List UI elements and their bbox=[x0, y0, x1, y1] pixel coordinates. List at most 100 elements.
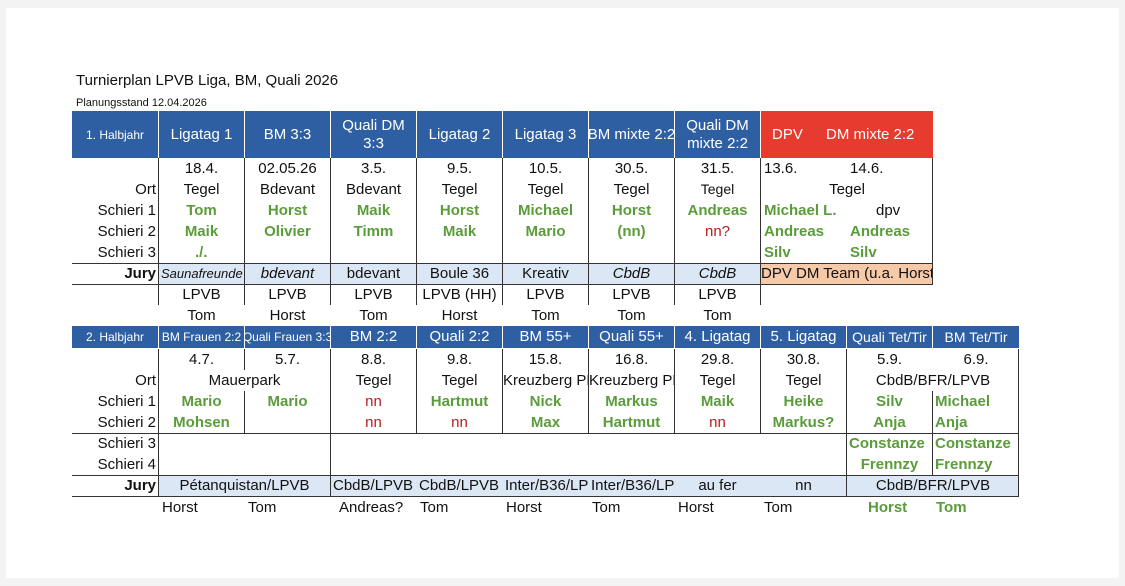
h1-schieri2: Olivier bbox=[264, 223, 311, 240]
h1-schieri1: Michael L. bbox=[764, 202, 837, 219]
h2-jury-bg bbox=[159, 476, 1019, 496]
h1-extra1: LPVB bbox=[698, 286, 737, 303]
grid-line bbox=[72, 496, 1019, 497]
h2-schieri1: Nick bbox=[529, 393, 562, 410]
h2-date: 8.8. bbox=[360, 351, 387, 368]
h1-schieri2: Timm bbox=[353, 223, 394, 240]
h2-extra: Horst bbox=[678, 499, 714, 516]
h1-schieri2-label: Schieri 2 bbox=[97, 223, 156, 240]
h2-schieri1: Hartmut bbox=[430, 393, 489, 410]
h1-ort: Bdevant bbox=[345, 181, 402, 198]
h1-date: 3.5. bbox=[360, 160, 387, 177]
h2-jury: Pétanquistan/LPVB bbox=[179, 477, 310, 494]
h1-ort: Tegel bbox=[183, 181, 220, 198]
grid-line bbox=[846, 349, 847, 496]
h2-date: 5.9. bbox=[876, 351, 903, 368]
h2-jury: au fer bbox=[698, 477, 737, 494]
h2-schieri4-label: Schieri 4 bbox=[97, 456, 156, 473]
h2-extra: Tom bbox=[248, 499, 277, 516]
grid-line bbox=[416, 158, 417, 305]
h2-schieri1-label: Schieri 1 bbox=[97, 393, 156, 410]
h1-ort: Tegel bbox=[700, 181, 735, 197]
h1-jury: CbdB bbox=[612, 265, 651, 282]
h2-schieri1: nn bbox=[365, 393, 382, 410]
h1-schieri3-label: Schieri 3 bbox=[97, 244, 156, 261]
h1-schieri2: Andreas bbox=[850, 223, 911, 240]
h2-jury: CbdB/LPVB bbox=[419, 477, 500, 494]
h2-jury: nn bbox=[795, 477, 812, 494]
h1-header-quali-dm-mixte: Quali DM mixte 2:2 bbox=[675, 111, 760, 158]
h1-date: 13.6. bbox=[764, 160, 798, 177]
h1-schieri2: Maik bbox=[184, 223, 219, 240]
h2-schieri1: Heike bbox=[783, 393, 824, 410]
h1-label: 1. Halbjahr bbox=[72, 111, 158, 158]
h1-extra2: Horst bbox=[441, 307, 478, 324]
h2-schieri1: Maik bbox=[700, 393, 735, 410]
h1-jury: DPV DM Team (u.a. Horst) bbox=[761, 265, 933, 282]
h1-header-bm-mixte: BM mixte 2:2 bbox=[589, 111, 674, 158]
h1-ort: Tegel bbox=[527, 181, 564, 198]
h2-jury-label: Jury bbox=[124, 477, 156, 494]
h2-schieri1: Mario bbox=[181, 393, 222, 410]
grid-line bbox=[244, 158, 245, 305]
h2-schieri2: nn bbox=[365, 414, 382, 431]
page-title: Turnierplan LPVB Liga, BM, Quali 2026 bbox=[76, 72, 339, 89]
h2-extra: Horst bbox=[506, 499, 542, 516]
h2-schieri1: Markus bbox=[605, 393, 658, 410]
h2-ort-label: Ort bbox=[135, 372, 156, 389]
grid-line bbox=[158, 349, 159, 496]
h1-schieri1: Tom bbox=[186, 202, 217, 219]
h2-date: 29.8. bbox=[700, 351, 735, 368]
h1-jury: Boule 36 bbox=[429, 265, 490, 282]
h1-schieri1: dpv bbox=[876, 202, 901, 219]
h2-schieri2: nn bbox=[451, 414, 468, 431]
h1-schieri2: nn? bbox=[704, 223, 731, 240]
h2-schieri1: Silv bbox=[876, 393, 903, 410]
h2-date: 4.7. bbox=[188, 351, 215, 368]
h2-schieri3-label: Schieri 3 bbox=[97, 435, 156, 452]
h2-schieri2: Max bbox=[530, 414, 561, 431]
h1-header-red-block bbox=[761, 111, 933, 158]
h2-schieri3: Constanze bbox=[935, 435, 1011, 452]
h2-ort: Mauerpark bbox=[208, 372, 281, 389]
grid-line bbox=[72, 475, 1019, 476]
h1-header-dpv: DPV bbox=[772, 126, 803, 143]
grid-line bbox=[502, 158, 503, 305]
h2-schieri2: Anja bbox=[935, 414, 968, 431]
h1-header-ligatag-3: Ligatag 3 bbox=[503, 111, 588, 158]
h2-header-quali-55: Quali 55+ bbox=[589, 326, 674, 348]
h2-header-ligatag-5: 5. Ligatag bbox=[761, 326, 846, 348]
h1-schieri1-label: Schieri 1 bbox=[97, 202, 156, 219]
h1-extra2: Tom bbox=[703, 307, 732, 324]
h1-date: 02.05.26 bbox=[258, 160, 317, 177]
h1-extra1: LPVB bbox=[182, 286, 221, 303]
h2-ort: Tegel bbox=[785, 372, 822, 389]
h2-ort: Tegel bbox=[699, 372, 736, 389]
h1-date: 14.6. bbox=[850, 160, 884, 177]
h1-extra1: LPVB bbox=[268, 286, 307, 303]
h1-schieri3: Silv bbox=[764, 244, 791, 261]
h2-schieri2: Mohsen bbox=[173, 414, 230, 431]
h1-header-bm-3-3: BM 3:3 bbox=[245, 111, 330, 158]
grid-line bbox=[158, 158, 159, 305]
grid-line bbox=[932, 158, 933, 284]
h1-extra2: Tom bbox=[531, 307, 560, 324]
h1-header-dm-mixte: DM mixte 2:2 bbox=[826, 126, 915, 143]
h2-date: 6.9. bbox=[963, 351, 989, 368]
h1-schieri1: Horst bbox=[267, 202, 308, 219]
h1-schieri1: Maik bbox=[356, 202, 391, 219]
h2-schieri2: Anja bbox=[873, 414, 906, 431]
h2-header-quali-tet-tir: Quali Tet/Tir bbox=[847, 326, 932, 348]
grid-line bbox=[588, 158, 589, 305]
h1-extra2: Horst bbox=[269, 307, 306, 324]
grid-line bbox=[72, 284, 933, 285]
h1-ort-label: Ort bbox=[135, 181, 156, 198]
h2-extra: Horst bbox=[868, 499, 908, 516]
h1-jury: Saunafreunde bbox=[161, 266, 243, 281]
h1-jury-label: Jury bbox=[124, 265, 156, 282]
h1-ort: Tegel bbox=[829, 181, 865, 198]
h1-date: 9.5. bbox=[446, 160, 473, 177]
h2-header-bm-frauen: BM Frauen 2:2 bbox=[159, 326, 244, 348]
grid-line bbox=[416, 349, 417, 433]
h1-jury: bdevant bbox=[346, 265, 401, 282]
